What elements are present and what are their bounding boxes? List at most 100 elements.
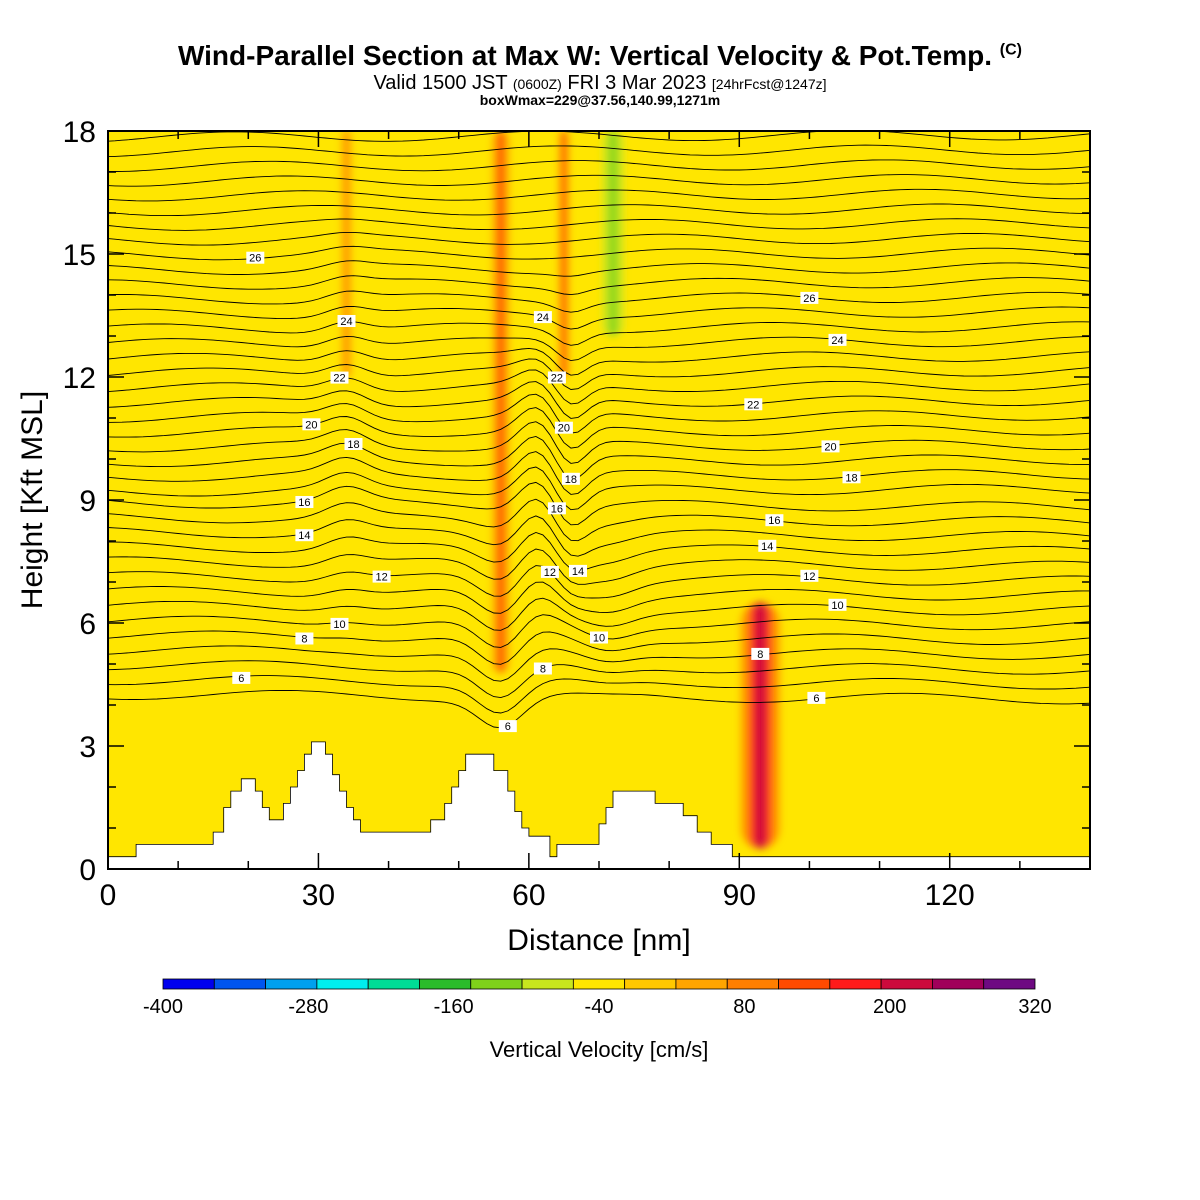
theta-line-17 [108,421,1090,464]
theta-label-bg [547,371,566,384]
chart-subtitle: Valid 1500 JST (0600Z) FRI 3 Mar 2023 [2… [373,72,827,94]
theta-label-text: 18 [347,439,359,451]
theta-label-text: 20 [305,419,317,431]
theta-line-25 [108,321,1090,346]
theta-line-27 [108,290,1090,313]
theta-label-text: 8 [540,664,546,676]
colorbar-tick-label: 80 [733,996,755,1018]
velocity-updraft-2 [561,131,566,377]
colorbar-swatch [675,978,728,990]
theta-label-bg [337,315,356,327]
theta-label-text: 24 [340,316,352,328]
theta-label-bg [828,333,847,346]
y-tick-label: 18 [63,116,96,149]
theta-label-text: 10 [333,619,345,631]
x-tick-label: 30 [302,879,335,912]
velocity-updraft-0 [755,602,766,849]
y-tick-label: 6 [79,608,96,641]
theta-line-30 [108,245,1090,261]
chart-title: Wind-Parallel Section at Max W: Vertical… [177,40,1023,71]
theta-line-0 [108,689,1090,729]
theta-label-text: 8 [301,634,307,646]
theta-label-14: 12 [540,565,559,579]
theta-label-bg [372,570,391,583]
theta-line-31 [108,231,1090,246]
theta-label-21: 6 [807,691,826,705]
theta-line-22 [108,358,1090,390]
terrain-mask [107,741,1091,870]
theta-label-text: 10 [593,633,605,645]
theta-label-11: 6 [498,720,517,733]
theta-label-text: 6 [238,673,244,685]
theta-line-18 [108,407,1090,449]
theta-label-31: 26 [800,291,819,305]
theta-label-text: 22 [333,373,345,385]
theta-label-16: 16 [547,502,566,515]
theta-label-8: 22 [330,371,349,385]
theta-line-37 [108,144,1090,158]
theta-line-19 [108,393,1090,434]
theta-line-21 [108,369,1090,405]
theta-label-bg [800,291,819,304]
theta-line-13 [108,481,1090,526]
theta-label-1: 8 [295,632,314,646]
velocity-updraft-1 [498,131,504,673]
theta-label-27: 18 [842,471,861,484]
theta-label-bg [751,647,770,660]
x-axis-label: Distance [nm] [507,924,690,957]
theta-label-bg [330,371,349,384]
velocity-updraft-3 [344,131,349,377]
theta-label-bg [758,539,777,552]
theta-line-28 [108,275,1090,296]
colorbar: -400 -280 -160 -40 80 200 320 [143,978,1052,1018]
y-tick-label: 12 [63,362,96,395]
theta-label-text: 24 [537,312,549,324]
theta-label-25: 14 [758,539,777,553]
theta-label-bg [330,617,349,630]
theta-label-28: 20 [821,440,840,453]
theta-label-29: 22 [744,398,763,411]
theta-label-text: 6 [813,693,819,705]
y-axis-label: Height [Kft MSL] [16,391,49,609]
x-tick-label: 120 [925,879,975,912]
theta-label-text: 12 [544,567,556,579]
x-tick-label: 0 [100,879,117,912]
theta-label-text: 8 [757,649,763,661]
theta-label-bg [295,496,314,508]
theta-label-bg [765,514,784,527]
theta-label-bg [295,632,314,645]
theta-label-22: 8 [751,647,770,661]
theta-label-19: 22 [547,371,566,385]
theta-label-bg [842,471,861,484]
theta-line-39 [108,116,1090,127]
theta-line-11 [108,515,1090,557]
colorbar-tick-label: 200 [873,996,906,1018]
theta-line-14 [108,466,1090,511]
theta-label-bg [744,398,763,411]
theta-line-15 [108,451,1090,495]
theta-label-text: 12 [375,572,387,584]
theta-label-9: 24 [337,315,356,328]
velocity-downdraft-5 [323,418,328,808]
theta-label-6: 18 [344,438,363,451]
colorbar-swatch [419,978,472,990]
theta-line-7 [108,581,1090,614]
velocity-downdraft-6 [470,131,475,787]
colorbar-tick-label: -160 [434,996,474,1018]
colorbar-swatch [932,978,985,990]
theta-line-8 [108,565,1090,599]
theta-label-bg [590,631,608,644]
theta-line-16 [108,436,1090,480]
theta-label-26: 16 [765,514,784,527]
x-tick-label: 90 [723,879,756,912]
velocity-downdraft-4 [609,131,617,336]
theta-label-2: 10 [330,617,349,631]
colorbar-swatch [829,978,882,990]
colorbar-swatch [880,978,933,990]
theta-label-30: 24 [828,333,847,347]
theta-label-bg [547,502,566,515]
theta-line-2 [108,660,1090,699]
x-tick-label: 60 [512,879,545,912]
theta-label-bg [540,565,559,578]
